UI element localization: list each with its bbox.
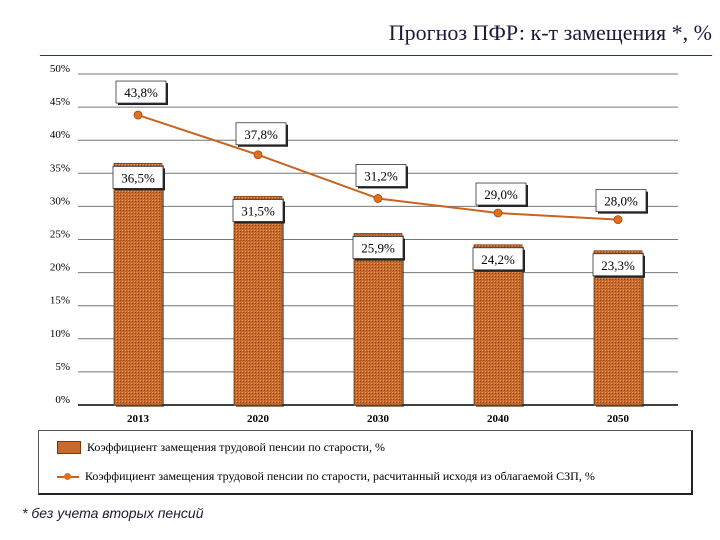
label-box [472,247,524,271]
line-value-label: 43,8% [115,80,168,106]
legend-bars-label: Коэффициент замещения трудовой пенсии по… [87,440,385,454]
y-tick-label: 20% [50,262,70,274]
x-tick-label: 2020 [247,413,270,425]
bar-series [113,162,644,407]
line-point [253,150,263,160]
line-value-label: 28,0% [595,189,648,214]
x-tick-label: 2050 [607,413,630,425]
y-tick-label: 40% [50,129,70,141]
bar-value-label: 25,9% [352,236,405,261]
line-point [613,215,623,225]
y-tick-label: 50% [50,63,70,75]
line-point [493,208,503,218]
y-tick-label: 15% [50,295,70,307]
bar [353,233,403,406]
data-labels: 36,5% 31,5% 25,9% 24,2% 23,3% 43,8% 37,8% 31,2%… [112,80,648,278]
data-label: 29,0% [484,187,518,202]
bar-swatch [57,441,81,454]
y-tick-label: 25% [50,229,70,241]
data-label: 31,2% [364,168,398,183]
bar-value-label: 23,3% [592,253,645,278]
label-box [112,165,164,189]
bar [113,162,163,406]
line-point [373,194,383,203]
bar-value-label: 24,2% [472,247,525,272]
replacement-ratio-chart: 0% 5% 10% 15% 20% 25% 30% 35% 40% 45% 50% 36,5% 31,… [50,63,678,425]
label-box [232,199,284,222]
legend-line-label: Коэффициент замещения трудовой пенсии по… [85,469,595,483]
footnote: * без учета вторых пенсий [22,505,204,521]
legend-item-bars: Коэффициент замещения трудовой пенсии по… [57,440,385,455]
label-box [115,80,167,104]
data-label: 43,8% [124,85,158,100]
data-label: 36,5% [121,170,155,185]
x-tick-label: 2040 [487,413,510,425]
label-box [352,236,404,259]
x-tick-label: 2030 [367,413,390,425]
line-value-label: 31,2% [355,164,408,189]
data-label: 31,5% [241,203,275,218]
label-box [595,189,647,213]
y-tick-label: 10% [50,328,70,340]
y-tick-label: 45% [50,96,70,108]
label-box [592,253,644,277]
label-box [475,182,527,206]
label-box [355,164,407,187]
chart-title: Прогноз ПФР: к-т замещения *, % [388,20,712,45]
data-label: 25,9% [361,241,395,256]
x-tick-label: 2013 [127,413,150,425]
bar-value-label: 31,5% [232,199,285,224]
y-tick-label: 35% [50,162,70,174]
y-tick-label: 30% [50,195,70,207]
line-point [133,110,143,120]
data-label: 24,2% [481,252,515,267]
y-tick-label: 0% [55,394,70,406]
data-label: 37,8% [244,127,278,142]
y-axis: 0% 5% 10% 15% 20% 25% 30% 35% 40% 45% 50% [50,63,678,406]
data-label: 23,3% [601,258,635,273]
bar [233,196,283,406]
label-box [235,122,287,146]
y-tick-label: 5% [55,361,70,373]
x-axis: 2013 2020 2030 2040 2050 [127,413,630,425]
line-value-label: 29,0% [475,182,528,208]
data-label: 28,0% [604,194,638,209]
bar-value-label: 36,5% [112,165,165,191]
line-value-label: 37,8% [235,122,288,147]
title-divider [40,55,712,56]
line-series [133,110,623,225]
chart-legend: Коэффициент замещения трудовой пенсии по… [38,430,693,495]
line-swatch [57,471,79,482]
legend-item-line: Коэффициент замещения трудовой пенсии по… [57,469,595,484]
